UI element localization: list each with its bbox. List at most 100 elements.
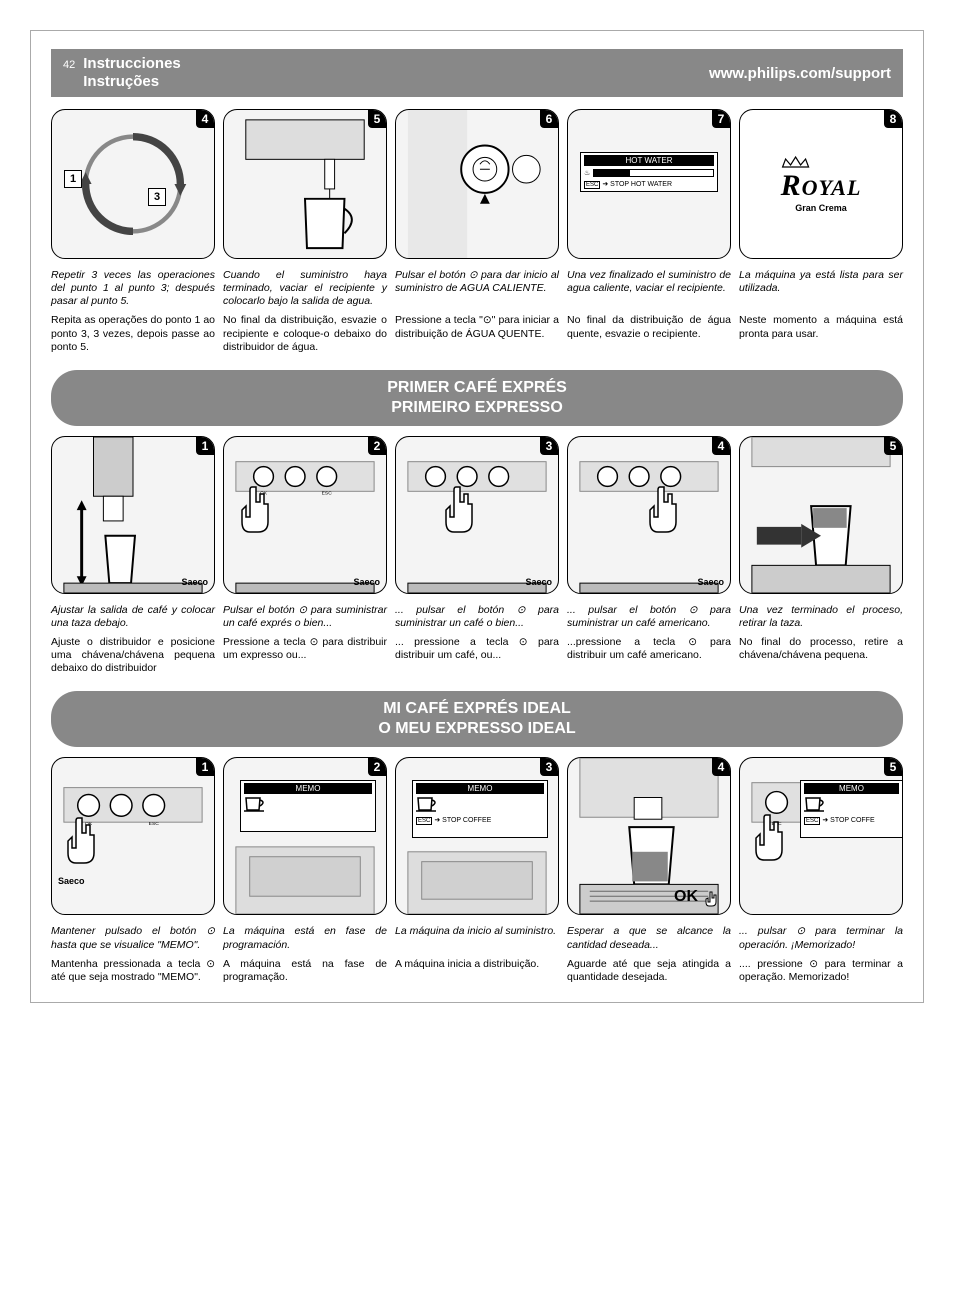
bcap-pt-2: A máquina está na fase de programação.	[223, 958, 387, 984]
mid-cell-4: 4 Saeco	[567, 436, 731, 600]
mcap-es-3: ... pulsar el botón ⊙ para suministrar u…	[395, 604, 559, 630]
bot-captions-es: Mantener pulsado el botón ⊙ hasta que se…	[51, 925, 903, 957]
mcap-es-1: Ajustar la salida de café y colocar una …	[51, 604, 215, 630]
header-title-pt: Instruções	[83, 73, 181, 91]
bcap-pt-3: A máquina inicia a distribuição.	[395, 958, 559, 984]
cap-pt-7: No final da distribuição de água quente,…	[567, 314, 731, 353]
cap-pt-8: Neste momento a máquina está pronta para…	[739, 314, 903, 353]
figure-8: 8 RRoyalOYAL Gran Crema	[739, 109, 903, 259]
section-title-es: MI CAFÉ EXPRÉS IDEAL	[51, 699, 903, 719]
esc-box: ESC	[584, 181, 600, 189]
bcap-es-3: La máquina da inicio al suministro.	[395, 925, 559, 951]
bot-figure-3: 3 MEMO ESC➜ STOP COFFEE	[395, 757, 559, 915]
ok-label: OK	[674, 888, 698, 906]
mid-cell-1: 1 Saeco	[51, 436, 215, 600]
bot-figure-1: 1 OK ESC Saeco	[51, 757, 215, 915]
saeco-label: Saeco	[353, 577, 380, 587]
saeco-label: Saeco	[181, 577, 208, 587]
bot-figure-2: 2 MEMO	[223, 757, 387, 915]
hand-icon	[748, 810, 788, 865]
bcap-es-4: Esperar a que se alcance la cantidad des…	[567, 925, 731, 951]
mcap-es-5: Una vez terminado el proceso, retirar la…	[739, 604, 903, 630]
mcap-pt-3: ... pressione a tecla ⊙ para distribuir …	[395, 636, 559, 675]
figure-number: 4	[196, 110, 214, 128]
figure-number: 5	[884, 437, 902, 455]
royal-sub: Gran Crema	[781, 203, 862, 213]
mcap-pt-4: ...pressione a tecla ⊙ para distribuir u…	[567, 636, 731, 675]
hand-small-icon	[702, 890, 720, 908]
section-bar-bot: MI CAFÉ EXPRÉS IDEAL O MEU EXPRESSO IDEA…	[51, 691, 903, 747]
mid-cell-3: 3 Saeco	[395, 436, 559, 600]
figure-number: 1	[196, 758, 214, 776]
top-cell-5: 5	[223, 109, 387, 265]
mid-figure-row: 1 Saeco 2	[51, 436, 903, 600]
figure-number: 5	[884, 758, 902, 776]
figure-number: 7	[712, 110, 730, 128]
hand-icon	[234, 482, 274, 537]
mid-figure-3: 3 Saeco	[395, 436, 559, 594]
header-title-es: Instrucciones	[83, 55, 181, 73]
bot-figure-4: 4 OK	[567, 757, 731, 915]
section-bar-mid: PRIMER CAFÉ EXPRÉS PRIMEIRO EXPRESSO	[51, 370, 903, 426]
cap-es-8: La máquina ya está lista para ser utiliz…	[739, 269, 903, 308]
step-box-3: 3	[148, 188, 166, 206]
bot-figure-5: 5 ESC MEMO ESC➜ STOP COFFE	[739, 757, 903, 915]
section-title-es: PRIMER CAFÉ EXPRÉS	[51, 378, 903, 398]
bot-cell-4: 4 OK	[567, 757, 731, 921]
hand-icon	[642, 482, 682, 537]
header-left: 42 Instrucciones Instruções	[63, 55, 709, 91]
section-title-pt: O MEU EXPRESSO IDEAL	[51, 719, 903, 739]
top-cell-4: 4 1 3	[51, 109, 215, 265]
bot-figure-row: 1 OK ESC Saeco 2 MEMO	[51, 757, 903, 921]
mid-cell-2: 2 OK ESC Saeco	[223, 436, 387, 600]
bcap-es-2: La máquina está en fase de programación.	[223, 925, 387, 951]
figure-4: 4 1 3	[51, 109, 215, 259]
bcap-pt-5: .... pressione ⊙ para terminar a operaçã…	[739, 958, 903, 984]
figure-7: 7 HOT WATER ♨ ESC➜ STOP HOT WATER	[567, 109, 731, 259]
display-title: HOT WATER	[584, 155, 714, 166]
mcap-pt-1: Ajuste o distribuidor e posicione uma ch…	[51, 636, 215, 675]
memo-title: MEMO	[804, 783, 899, 794]
stop-coffee: STOP COFFE	[830, 817, 874, 824]
saeco-label: Saeco	[58, 876, 85, 886]
bot-cell-1: 1 OK ESC Saeco	[51, 757, 215, 921]
top-cell-6: 6	[395, 109, 559, 265]
mid-captions-pt: Ajuste o distribuidor e posicione uma ch…	[51, 636, 903, 675]
mid-figure-4: 4 Saeco	[567, 436, 731, 594]
svg-text:ESC: ESC	[322, 490, 333, 496]
mcap-es-2: Pulsar el botón ⊙ para suministrar un ca…	[223, 604, 387, 630]
steam-icon: ♨	[584, 169, 590, 177]
header-titles: Instrucciones Instruções	[83, 55, 181, 91]
royal-logo: RRoyalOYAL Gran Crema	[781, 155, 862, 213]
top-captions-pt: Repita as operações do ponto 1 ao ponto …	[51, 314, 903, 353]
display-hot-water: HOT WATER ♨ ESC➜ STOP HOT WATER	[580, 152, 718, 192]
bot-captions-pt: Mantenha pressionada a tecla ⊙ até que s…	[51, 958, 903, 984]
mid-figure-1: 1 Saeco	[51, 436, 215, 594]
cup-icon	[804, 796, 828, 812]
figure-number: 2	[368, 437, 386, 455]
top-captions-es: Repetir 3 veces las operaciones del punt…	[51, 269, 903, 314]
cap-es-5: Cuando el suministro haya terminado, vac…	[223, 269, 387, 308]
mid-captions-es: Ajustar la salida de café y colocar una …	[51, 604, 903, 636]
crown-icon	[781, 155, 811, 169]
page-border: 42 Instrucciones Instruções www.philips.…	[30, 30, 924, 1003]
royal-brand: RRoyalOYAL	[781, 169, 862, 203]
mcap-pt-2: Pressione a tecla ⊙ para distribuir um e…	[223, 636, 387, 675]
mcap-es-4: ... pulsar el botón ⊙ para suministrar u…	[567, 604, 731, 630]
cap-es-7: Una vez finalizado el suministro de agua…	[567, 269, 731, 308]
esc-box: ESC	[804, 817, 820, 825]
stop-label: STOP HOT WATER	[610, 181, 672, 188]
display-memo: MEMO ESC➜ STOP COFFE	[800, 780, 902, 838]
figure-number: 4	[712, 758, 730, 776]
top-figure-row: 4 1 3 5	[51, 109, 903, 265]
saeco-label: Saeco	[697, 577, 724, 587]
bot-cell-3: 3 MEMO ESC➜ STOP COFFEE	[395, 757, 559, 921]
svg-text:ESC: ESC	[149, 822, 160, 828]
figure-6: 6	[395, 109, 559, 259]
step-box-1: 1	[64, 170, 82, 188]
mid-figure-5: 5	[739, 436, 903, 594]
cap-pt-5: No final da distribuição, esvazie o reci…	[223, 314, 387, 353]
mcap-pt-5: No final do processo, retire a chávena/c…	[739, 636, 903, 675]
bcap-pt-1: Mantenha pressionada a tecla ⊙ até que s…	[51, 958, 215, 984]
bot-cell-2: 2 MEMO	[223, 757, 387, 921]
